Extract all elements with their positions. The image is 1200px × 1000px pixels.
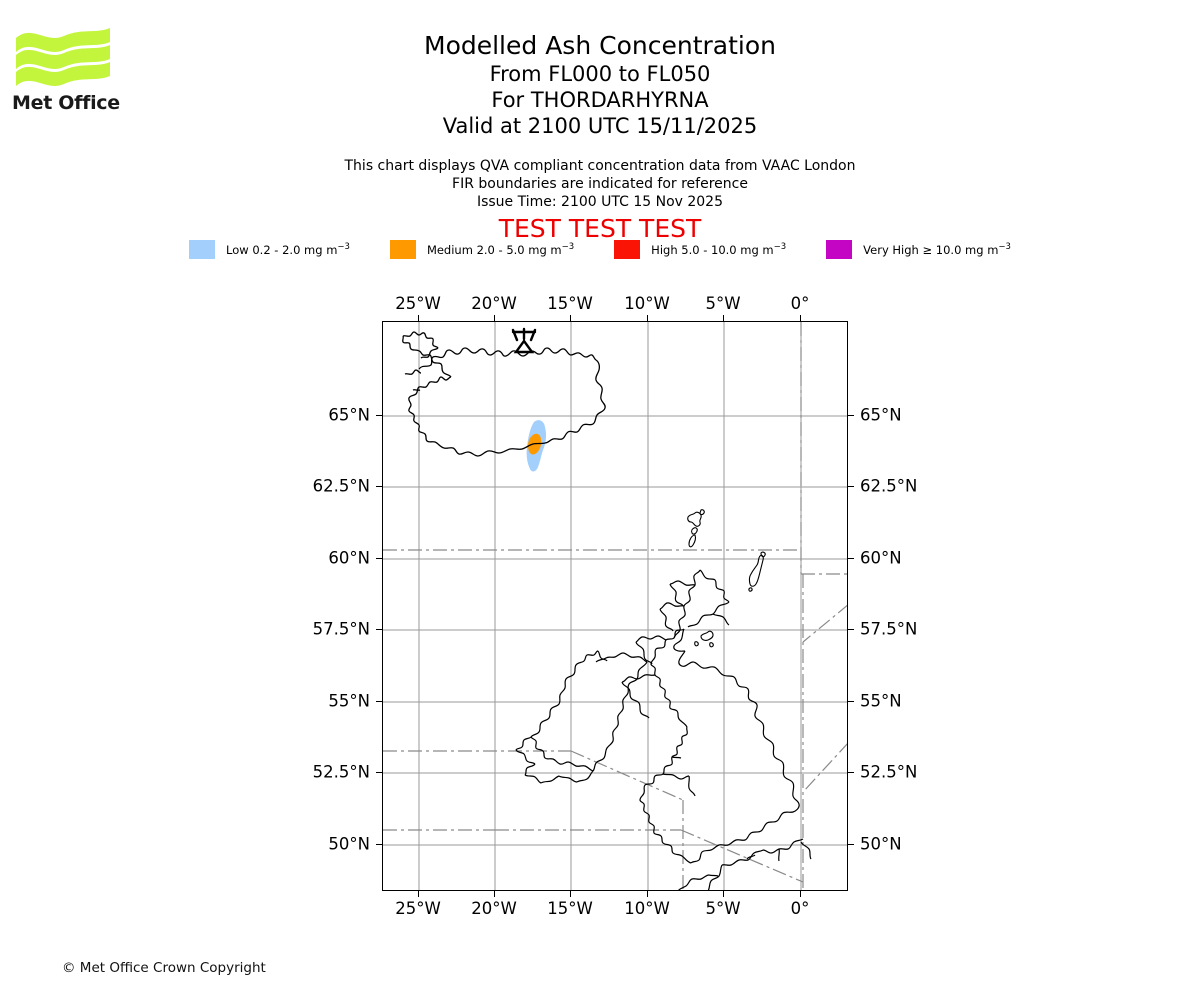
tick-mark xyxy=(376,844,382,845)
tick-mark xyxy=(376,629,382,630)
volcano-icon xyxy=(511,327,537,354)
lat-tick-label-left: 50°N xyxy=(328,834,370,854)
lon-tick-label-top: 0° xyxy=(790,294,810,313)
lat-tick-label-right: 57.5°N xyxy=(860,619,918,639)
lon-tick-label-bottom: 25°W xyxy=(395,899,441,918)
legend-item-very-high: Very High ≥ 10.0 mg m−3 xyxy=(826,240,1011,259)
tick-mark xyxy=(848,558,854,559)
legend-label-very-high: Very High ≥ 10.0 mg m−3 xyxy=(863,242,1011,257)
tick-mark xyxy=(418,315,419,321)
legend-swatch-high xyxy=(614,240,641,259)
map-frame xyxy=(382,321,848,891)
legend-item-high: High 5.0 - 10.0 mg m−3 xyxy=(614,240,826,259)
tick-mark xyxy=(848,701,854,702)
tick-mark xyxy=(848,844,854,845)
lon-tick-label-top: 20°W xyxy=(471,294,517,313)
lat-tick-label-left: 57.5°N xyxy=(312,619,370,639)
subtitle-line-2: FIR boundaries are indicated for referen… xyxy=(452,176,748,192)
lat-tick-label-left: 55°N xyxy=(328,691,370,711)
lon-tick-label-bottom: 15°W xyxy=(547,899,593,918)
title-line-1: Modelled Ash Concentration xyxy=(424,31,776,60)
lon-tick-label-top: 25°W xyxy=(395,294,441,313)
lat-tick-label-right: 50°N xyxy=(860,834,902,854)
lat-tick-label-right: 60°N xyxy=(860,548,902,568)
lon-tick-label-bottom: 0° xyxy=(790,899,810,918)
legend-item-medium: Medium 2.0 - 5.0 mg m−3 xyxy=(389,240,614,259)
tick-mark xyxy=(376,415,382,416)
coastline-orkney xyxy=(694,630,714,648)
tick-mark xyxy=(848,772,854,773)
chart-subtitle: This chart displays QVA compliant concen… xyxy=(0,157,1200,211)
tick-mark xyxy=(848,486,854,487)
graticule-grid xyxy=(383,322,847,890)
met-office-wave-mark xyxy=(16,28,110,86)
title-line-4: Valid at 2100 UTC 15/11/2025 xyxy=(442,114,758,138)
tick-mark xyxy=(376,772,382,773)
lon-tick-label-top: 5°W xyxy=(705,294,741,313)
lat-tick-label-left: 65°N xyxy=(328,405,370,425)
legend-label-low: Low 0.2 - 2.0 mg m−3 xyxy=(226,242,350,257)
logo-wordmark: Met Office xyxy=(12,92,120,114)
concentration-legend: Low 0.2 - 2.0 mg m−3 Medium 2.0 - 5.0 mg… xyxy=(0,240,1200,259)
lon-tick-label-top: 10°W xyxy=(624,294,670,313)
lat-tick-label-left: 52.5°N xyxy=(312,762,370,782)
legend-item-low: Low 0.2 - 2.0 mg m−3 xyxy=(189,240,390,259)
met-office-logo: Met Office xyxy=(12,24,122,114)
subtitle-line-3: Issue Time: 2100 UTC 15 Nov 2025 xyxy=(476,194,724,210)
legend-swatch-medium xyxy=(389,240,416,259)
tick-mark xyxy=(848,415,854,416)
lat-tick-label-left: 60°N xyxy=(328,548,370,568)
coastline-ireland xyxy=(515,650,648,784)
tick-mark xyxy=(494,891,495,897)
lat-tick-label-right: 55°N xyxy=(860,691,902,711)
legend-label-high: High 5.0 - 10.0 mg m−3 xyxy=(651,242,787,257)
test-banner: TEST TEST TEST xyxy=(498,214,702,243)
tick-mark xyxy=(570,891,571,897)
lat-tick-label-right: 52.5°N xyxy=(860,762,918,782)
lon-tick-label-bottom: 5°W xyxy=(705,899,741,918)
tick-mark xyxy=(418,891,419,897)
tick-mark xyxy=(723,315,724,321)
tick-mark xyxy=(647,891,648,897)
coastline-great-britain xyxy=(621,569,800,864)
lat-tick-label-left: 62.5°N xyxy=(312,476,370,496)
legend-swatch-very-high xyxy=(826,240,853,259)
tick-mark xyxy=(494,315,495,321)
coastline-iceland xyxy=(402,331,606,457)
fir-boundaries xyxy=(383,322,847,890)
tick-mark xyxy=(376,558,382,559)
page-title: Modelled Ash Concentration From FL000 to… xyxy=(0,30,1200,139)
tick-mark xyxy=(800,891,801,897)
lon-tick-label-bottom: 20°W xyxy=(471,899,517,918)
ash-concentration-map: 25°W 20°W 15°W 10°W 5°W 0° 25°W 20°W 15°… xyxy=(313,294,918,918)
tick-mark xyxy=(723,891,724,897)
tick-mark xyxy=(376,486,382,487)
tick-mark xyxy=(647,315,648,321)
tick-mark xyxy=(570,315,571,321)
coastline-shetland xyxy=(748,551,766,592)
coastline-france xyxy=(678,838,812,890)
subtitle-line-1: This chart displays QVA compliant concen… xyxy=(344,158,856,174)
copyright-footer: © Met Office Crown Copyright xyxy=(62,960,266,976)
lon-tick-label-top: 15°W xyxy=(547,294,593,313)
coastline-faroe-islands xyxy=(687,509,705,548)
tick-mark xyxy=(848,629,854,630)
lat-tick-label-right: 65°N xyxy=(860,405,902,425)
lat-tick-label-right: 62.5°N xyxy=(860,476,918,496)
legend-label-medium: Medium 2.0 - 5.0 mg m−3 xyxy=(426,242,575,257)
map-canvas xyxy=(383,322,847,890)
lon-tick-label-bottom: 10°W xyxy=(624,899,670,918)
legend-swatch-low xyxy=(189,240,216,259)
title-line-3: For THORDARHYRNA xyxy=(491,88,709,112)
title-line-2: From FL000 to FL050 xyxy=(489,62,711,86)
tick-mark xyxy=(376,701,382,702)
tick-mark xyxy=(800,315,801,321)
